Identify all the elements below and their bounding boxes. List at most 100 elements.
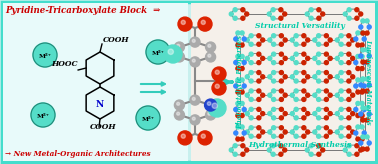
Text: → New Metal-Organic Architectures: → New Metal-Organic Architectures: [5, 150, 150, 158]
Circle shape: [294, 89, 298, 93]
Circle shape: [168, 49, 174, 54]
Circle shape: [272, 34, 276, 38]
Circle shape: [306, 56, 310, 60]
Circle shape: [257, 61, 261, 65]
Text: N: N: [96, 100, 104, 109]
Circle shape: [283, 56, 287, 60]
Circle shape: [272, 42, 276, 46]
Circle shape: [302, 52, 306, 56]
Circle shape: [290, 38, 294, 42]
Circle shape: [136, 106, 160, 130]
Circle shape: [360, 78, 364, 82]
Circle shape: [324, 42, 328, 46]
Circle shape: [339, 107, 343, 111]
Circle shape: [339, 71, 343, 75]
Circle shape: [302, 89, 306, 93]
Circle shape: [190, 115, 200, 125]
Circle shape: [362, 84, 366, 88]
Circle shape: [365, 89, 369, 93]
Circle shape: [328, 93, 332, 97]
Circle shape: [335, 75, 339, 79]
Circle shape: [283, 38, 287, 42]
Circle shape: [261, 38, 265, 42]
Circle shape: [360, 125, 364, 129]
Circle shape: [206, 100, 215, 110]
Circle shape: [367, 25, 371, 29]
Circle shape: [317, 134, 321, 138]
Circle shape: [306, 38, 310, 42]
Circle shape: [174, 100, 184, 110]
Circle shape: [306, 75, 310, 79]
Circle shape: [233, 144, 237, 148]
Circle shape: [208, 54, 211, 57]
Circle shape: [190, 95, 200, 105]
Circle shape: [328, 112, 332, 116]
Circle shape: [272, 126, 276, 130]
Circle shape: [351, 112, 355, 116]
Circle shape: [240, 125, 244, 129]
Circle shape: [272, 134, 276, 138]
Circle shape: [240, 113, 244, 118]
Circle shape: [268, 130, 272, 134]
Circle shape: [335, 112, 339, 116]
Circle shape: [347, 152, 351, 156]
Circle shape: [164, 45, 182, 63]
Circle shape: [313, 75, 317, 79]
Circle shape: [236, 125, 240, 129]
Circle shape: [359, 141, 363, 145]
Circle shape: [261, 93, 265, 97]
Circle shape: [178, 17, 192, 31]
Circle shape: [249, 61, 253, 65]
Circle shape: [268, 38, 272, 42]
Circle shape: [309, 144, 313, 148]
Circle shape: [324, 34, 328, 38]
Circle shape: [272, 71, 276, 75]
Circle shape: [324, 134, 328, 138]
Circle shape: [365, 19, 369, 23]
Circle shape: [208, 112, 211, 115]
Circle shape: [233, 8, 237, 12]
Circle shape: [317, 152, 321, 156]
Circle shape: [234, 107, 238, 112]
Circle shape: [347, 134, 351, 138]
Circle shape: [240, 102, 244, 105]
Circle shape: [317, 126, 321, 130]
Circle shape: [347, 61, 351, 65]
Circle shape: [215, 70, 219, 74]
Circle shape: [313, 38, 317, 42]
Circle shape: [174, 52, 184, 62]
Circle shape: [294, 79, 298, 83]
Circle shape: [362, 131, 366, 135]
Circle shape: [261, 112, 265, 116]
Circle shape: [192, 59, 195, 62]
Circle shape: [279, 8, 283, 12]
Circle shape: [249, 107, 253, 111]
Circle shape: [249, 34, 253, 38]
Circle shape: [279, 126, 284, 130]
Circle shape: [356, 90, 360, 94]
Circle shape: [302, 107, 306, 111]
Circle shape: [146, 40, 170, 64]
Text: Photocatalytic Properties: Photocatalytic Properties: [236, 35, 244, 129]
FancyBboxPatch shape: [3, 3, 188, 161]
Circle shape: [201, 20, 205, 24]
Circle shape: [257, 97, 261, 102]
Circle shape: [279, 79, 284, 83]
Circle shape: [283, 75, 287, 79]
Circle shape: [359, 83, 363, 87]
Circle shape: [302, 34, 306, 38]
Circle shape: [294, 107, 298, 111]
Circle shape: [361, 89, 365, 93]
Circle shape: [229, 148, 233, 152]
Circle shape: [279, 107, 284, 111]
Circle shape: [245, 148, 249, 152]
Circle shape: [249, 126, 253, 130]
Circle shape: [367, 141, 371, 145]
Circle shape: [328, 56, 332, 60]
Circle shape: [367, 83, 371, 87]
Text: Luminescent Materials: Luminescent Materials: [364, 39, 372, 125]
Circle shape: [190, 57, 200, 67]
Circle shape: [339, 126, 343, 130]
Circle shape: [356, 31, 360, 35]
Circle shape: [236, 31, 240, 35]
